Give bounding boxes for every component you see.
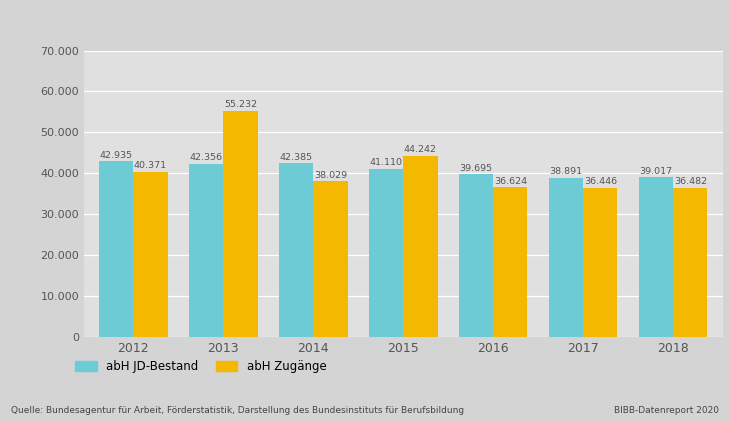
Text: 39.695: 39.695 bbox=[460, 164, 493, 173]
Bar bbox=[369, 169, 403, 337]
Text: 55.232: 55.232 bbox=[224, 101, 257, 109]
Bar bbox=[404, 156, 437, 337]
Text: 44.242: 44.242 bbox=[404, 145, 437, 155]
Bar bbox=[279, 163, 313, 337]
Text: 38.029: 38.029 bbox=[314, 171, 347, 180]
Legend: abH JD-Bestand, abH Zugänge: abH JD-Bestand, abH Zugänge bbox=[75, 360, 326, 373]
Bar bbox=[313, 181, 347, 337]
Text: 36.482: 36.482 bbox=[674, 177, 707, 186]
Text: 41.110: 41.110 bbox=[369, 158, 403, 167]
Bar bbox=[549, 178, 583, 337]
Bar bbox=[134, 172, 168, 337]
Bar bbox=[639, 177, 673, 337]
Bar bbox=[583, 188, 618, 337]
Text: 42.356: 42.356 bbox=[190, 153, 223, 162]
Text: 36.446: 36.446 bbox=[584, 177, 617, 187]
Bar bbox=[189, 164, 223, 337]
Text: 36.624: 36.624 bbox=[493, 176, 527, 186]
Text: 39.017: 39.017 bbox=[639, 167, 672, 176]
Text: Quelle: Bundesagentur für Arbeit, Förderstatistik, Darstellung des Bundesinstitu: Quelle: Bundesagentur für Arbeit, Förder… bbox=[11, 406, 464, 415]
Text: 42.385: 42.385 bbox=[280, 153, 313, 162]
Bar bbox=[223, 111, 258, 337]
Text: 42.935: 42.935 bbox=[100, 151, 133, 160]
Text: 38.891: 38.891 bbox=[550, 167, 583, 176]
Text: 40.371: 40.371 bbox=[134, 161, 167, 170]
Bar bbox=[493, 187, 528, 337]
Bar bbox=[459, 174, 493, 337]
Bar bbox=[99, 161, 134, 337]
Text: BIBB-Datenreport 2020: BIBB-Datenreport 2020 bbox=[614, 406, 719, 415]
Bar bbox=[673, 188, 707, 337]
